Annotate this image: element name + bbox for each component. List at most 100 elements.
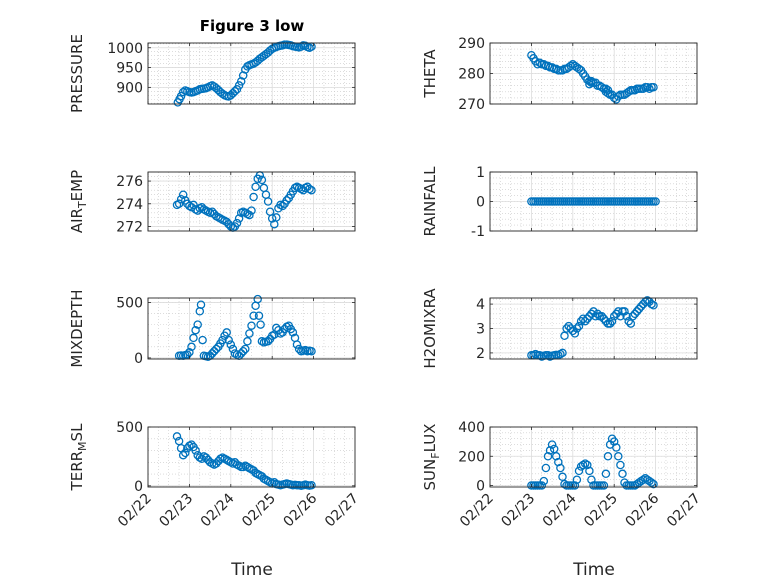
data-point xyxy=(632,307,642,316)
data-point xyxy=(603,89,613,98)
data-point xyxy=(257,175,267,185)
data-point xyxy=(539,476,549,486)
data-point xyxy=(603,86,613,95)
y-tick-label: 950 xyxy=(116,61,143,77)
data-point xyxy=(620,307,629,316)
data-point xyxy=(253,294,262,304)
data-point xyxy=(601,469,611,479)
data-point xyxy=(292,340,302,349)
data-point xyxy=(228,344,238,354)
data-point xyxy=(599,314,609,323)
data-point xyxy=(607,316,617,326)
data-point xyxy=(649,301,658,310)
data-point xyxy=(288,328,298,337)
data-point xyxy=(189,200,198,210)
data-point xyxy=(572,324,582,333)
data-point xyxy=(649,82,658,92)
data-point xyxy=(245,329,254,338)
data-point xyxy=(583,460,592,470)
data-point xyxy=(616,312,625,321)
data-point xyxy=(570,481,580,490)
data-point xyxy=(554,457,563,467)
data-point xyxy=(649,479,658,489)
y-tick-label: -1 xyxy=(471,224,485,240)
data-point xyxy=(614,307,623,316)
data-point xyxy=(624,316,633,326)
data-point xyxy=(580,459,590,468)
data-point xyxy=(651,197,660,206)
data-point xyxy=(537,481,547,490)
axes-box xyxy=(147,426,356,488)
y-tick-label: 0 xyxy=(134,351,143,367)
data-point xyxy=(251,182,260,192)
data-point xyxy=(634,478,644,487)
y-axis-label-rainfall: RAINFALL xyxy=(421,166,439,237)
data-point xyxy=(585,79,594,89)
data-point xyxy=(191,446,200,455)
data-point xyxy=(249,311,258,320)
y-axis-label-air_temp: AIRTEMP xyxy=(68,170,89,233)
data-point xyxy=(183,350,192,359)
data-point xyxy=(226,340,236,349)
y-tick-label: 200 xyxy=(458,449,485,465)
data-point xyxy=(643,475,652,484)
data-point xyxy=(191,325,200,335)
data-point xyxy=(187,440,196,449)
subplot-theta: 270 280 290 THETA xyxy=(421,36,698,113)
data-point xyxy=(174,199,184,209)
y-tick-label: 0 xyxy=(476,479,485,495)
data-point xyxy=(601,84,611,94)
data-point xyxy=(609,312,619,321)
data-point xyxy=(612,443,621,452)
data-point xyxy=(541,463,551,473)
y-tick-label: 1000 xyxy=(107,41,143,57)
data-point xyxy=(222,328,231,337)
data-point xyxy=(587,309,596,319)
data-point xyxy=(236,77,246,86)
data-point xyxy=(178,450,188,460)
data-point xyxy=(176,91,186,101)
data-point xyxy=(263,337,273,346)
data-point xyxy=(638,84,648,94)
data-point xyxy=(618,469,627,479)
data-point xyxy=(574,321,584,331)
data-point xyxy=(587,78,596,87)
data-point xyxy=(249,192,258,202)
data-point xyxy=(218,335,227,345)
data-point xyxy=(564,321,573,331)
data-point xyxy=(585,466,594,476)
x-axis-label-right: Time xyxy=(572,560,615,580)
data-point xyxy=(634,304,644,314)
data-point xyxy=(224,335,233,345)
data-point xyxy=(614,452,623,461)
data-point xyxy=(580,316,590,326)
data-point xyxy=(591,312,600,321)
data-point xyxy=(543,452,553,461)
y-axis-label-theta: THETA xyxy=(421,49,439,99)
axes-box xyxy=(489,426,698,488)
data-point xyxy=(254,311,264,320)
data-point xyxy=(278,201,287,211)
data-point xyxy=(198,335,207,345)
data-point xyxy=(307,346,316,356)
data-point xyxy=(570,329,580,338)
data-point xyxy=(547,440,557,449)
data-point xyxy=(636,302,646,311)
data-point xyxy=(294,344,304,354)
y-tick-label: 500 xyxy=(116,295,143,311)
figure-title: Figure 3 low xyxy=(200,17,305,35)
data-point xyxy=(593,309,602,319)
data-point xyxy=(605,319,615,328)
data-point xyxy=(267,214,277,223)
data-point xyxy=(265,46,275,55)
data-point xyxy=(551,452,561,461)
data-point xyxy=(247,321,256,330)
data-point xyxy=(601,316,611,326)
data-point xyxy=(272,213,281,222)
data-point xyxy=(187,342,196,352)
data-point xyxy=(185,348,194,357)
data-point xyxy=(307,185,316,195)
data-point xyxy=(307,480,316,490)
